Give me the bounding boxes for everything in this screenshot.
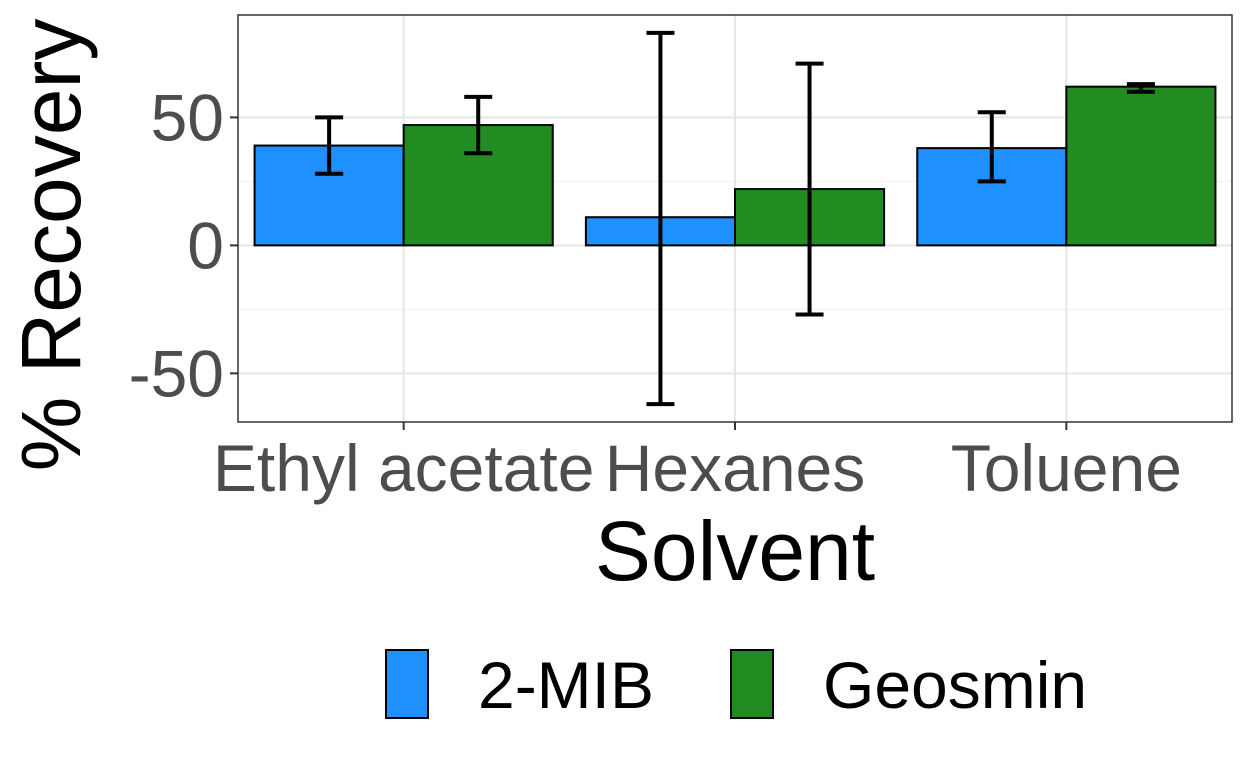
error-bars: [315, 30, 1155, 407]
y-tick-label: 50: [151, 80, 224, 154]
y-axis-title: % Recovery: [4, 19, 98, 472]
y-axis: -50 0 50: [129, 80, 238, 410]
x-tick-label: Hexanes: [605, 431, 866, 505]
x-tick-label: Ethyl acetate: [213, 431, 595, 505]
legend-label-2-mib: 2-MIB: [478, 648, 654, 722]
x-tick-label: Toluene: [951, 431, 1182, 505]
legend-key-2-mib: [385, 649, 429, 719]
legend-key-geosmin: [730, 649, 774, 719]
x-axis: Ethyl acetate Hexanes Toluene: [213, 422, 1182, 505]
x-axis-title: Solvent: [595, 504, 875, 598]
y-tick-label: 0: [187, 208, 224, 282]
legend: 2-MIB Geosmin: [385, 648, 1087, 722]
bar-geosmin-2: [1065, 85, 1217, 247]
y-tick-label: -50: [129, 336, 224, 410]
bar-geosmin-0: [402, 124, 554, 247]
legend-label-geosmin: Geosmin: [823, 648, 1087, 722]
